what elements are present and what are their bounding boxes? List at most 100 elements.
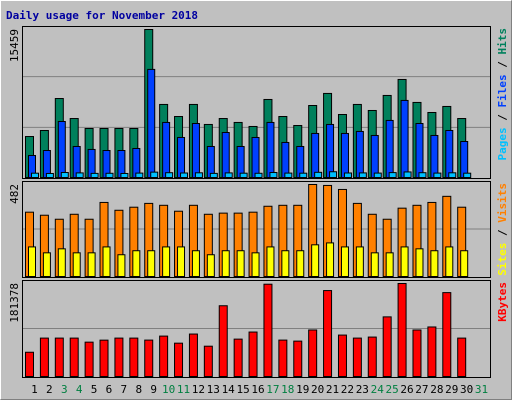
bar (218, 305, 228, 378)
bar (314, 171, 323, 179)
bar (382, 316, 392, 378)
bar (329, 171, 338, 178)
legend-separator: / (496, 223, 509, 243)
legend: KBytes (496, 282, 509, 322)
legend-separator: / (496, 108, 509, 128)
bar (236, 250, 245, 277)
bar (385, 252, 394, 278)
bar (367, 336, 377, 377)
bar (206, 145, 215, 178)
legend-entry: Visits (496, 183, 509, 223)
bar (442, 292, 452, 377)
bar (352, 337, 362, 377)
x-tick-label: 19 (296, 383, 309, 396)
bar (117, 254, 126, 277)
bar (427, 326, 437, 377)
bar (25, 351, 34, 378)
bar (57, 120, 66, 178)
bar (293, 340, 303, 378)
bar (266, 246, 275, 277)
bar (31, 172, 39, 179)
bar (373, 172, 382, 179)
x-tick-label: 20 (311, 383, 324, 396)
bar (284, 172, 293, 179)
x-tick-label: 10 (162, 383, 175, 396)
bar (308, 329, 318, 377)
bar (135, 172, 144, 179)
bar (54, 337, 64, 377)
bar (57, 248, 66, 278)
bar (177, 136, 186, 178)
y-tick-label: 181378 (8, 283, 21, 323)
bar (460, 250, 469, 277)
bar (90, 172, 99, 178)
bar (433, 172, 442, 179)
bar (144, 339, 154, 378)
bar (415, 248, 424, 278)
bar (188, 333, 198, 377)
bar (403, 171, 412, 179)
bar (326, 242, 335, 277)
bar (415, 123, 424, 179)
bar (448, 172, 457, 179)
bar (269, 172, 278, 178)
chart-title: Daily usage for November 2018 (6, 9, 198, 22)
bar (191, 123, 200, 179)
bar (278, 339, 288, 378)
bar (281, 250, 290, 277)
bar (370, 134, 379, 178)
bar (340, 246, 349, 277)
bar (87, 252, 96, 278)
bar (42, 252, 51, 278)
x-tick-label: 26 (400, 383, 413, 396)
bar (180, 172, 189, 178)
legend-entry: Files (496, 74, 509, 107)
legend-entry: Hits (496, 28, 509, 55)
legend: Pages / Files / Hits (496, 28, 509, 161)
bar (221, 132, 230, 178)
x-tick-label: 2 (46, 383, 53, 396)
bar (400, 99, 409, 178)
bar (418, 172, 427, 179)
x-tick-label: 14 (222, 383, 236, 396)
bar (191, 250, 200, 277)
bar (203, 345, 213, 378)
x-tick-label: 12 (192, 383, 205, 396)
x-tick-label: 29 (445, 383, 458, 396)
bar (132, 250, 141, 277)
x-tick-label: 21 (326, 383, 339, 396)
bar (221, 250, 230, 277)
x-tick-label: 7 (121, 383, 128, 396)
x-tick-label: 28 (430, 383, 443, 396)
bar (266, 121, 275, 179)
bar (45, 172, 54, 178)
bar (340, 132, 349, 178)
bar (385, 119, 394, 178)
bar (99, 339, 109, 377)
bar (105, 172, 114, 178)
bar (28, 246, 36, 277)
x-tick-label: 24 (371, 383, 385, 396)
bar (72, 252, 81, 278)
bar (114, 337, 124, 377)
bar (233, 338, 243, 377)
bar (254, 172, 263, 178)
bar (358, 172, 367, 178)
x-tick-label: 5 (91, 383, 98, 396)
bar (147, 250, 156, 277)
x-tick-label: 13 (207, 383, 220, 396)
x-tick-label: 17 (266, 383, 279, 396)
x-tick-label: 1 (31, 383, 38, 396)
bar (430, 250, 439, 277)
bar (60, 172, 69, 178)
x-tick-label: 27 (415, 383, 428, 396)
bar (147, 68, 156, 178)
y-tick-label: 482 (8, 184, 21, 204)
bar (206, 254, 215, 277)
x-tick-label: 16 (251, 383, 264, 396)
bar (281, 141, 290, 179)
y-tick-label: 15459 (8, 29, 21, 62)
bar (162, 121, 171, 179)
